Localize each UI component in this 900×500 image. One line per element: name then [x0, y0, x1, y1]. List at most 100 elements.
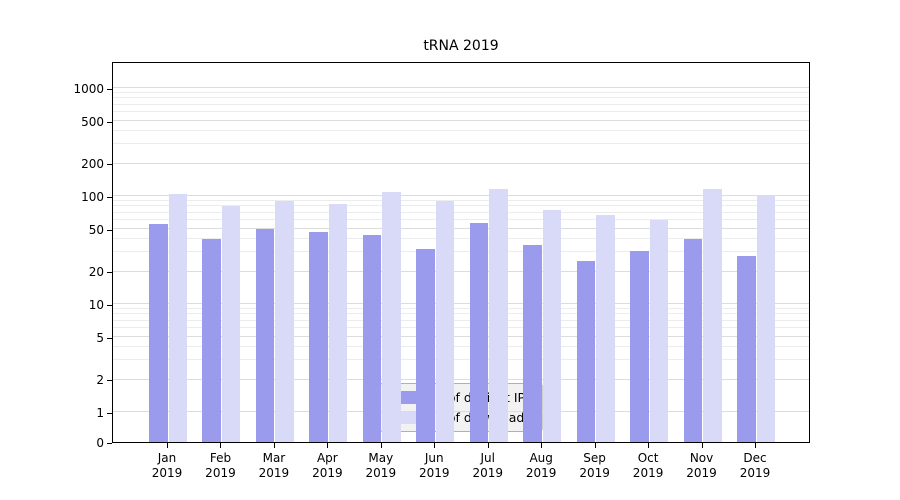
legend-entry: Nb of distinct IPs	[388, 390, 531, 405]
gridline-minor	[113, 345, 809, 347]
x-axis-tick-mark	[755, 443, 756, 448]
x-axis-tick-label: Dec 2019	[739, 451, 771, 480]
x-axis-tick-mark	[327, 443, 329, 448]
x-axis-tick-label: Mar 2019	[258, 451, 290, 480]
y-axis-tick-mark	[107, 413, 112, 414]
gridline-major	[113, 87, 809, 88]
gridline-minor	[113, 218, 809, 220]
gridline-minor	[113, 199, 809, 201]
gridline-major	[113, 270, 809, 272]
x-axis-tick-label: May 2019	[365, 451, 397, 480]
gridline-minor	[113, 91, 809, 93]
bar-downloads	[489, 189, 508, 442]
bar-distinct-ips	[149, 224, 168, 442]
gridline-major	[113, 411, 809, 412]
bar-downloads	[596, 214, 615, 442]
gridline-minor	[113, 129, 809, 131]
bar-distinct-ips	[362, 234, 382, 442]
gridline-minor	[113, 359, 809, 361]
bar-downloads	[275, 200, 294, 442]
x-axis-tick-mark	[220, 443, 222, 448]
y-axis-tick-label: 1000	[73, 82, 104, 96]
gridline-major	[113, 378, 809, 380]
bar-downloads	[221, 206, 241, 442]
gridline-minor	[113, 237, 809, 239]
x-axis-tick-mark	[594, 443, 596, 448]
y-axis-tick-mark	[107, 337, 112, 339]
gridline-major	[113, 119, 809, 121]
y-axis-tick-mark	[107, 164, 112, 166]
x-axis-tick-mark	[701, 443, 703, 448]
gridline-minor	[113, 143, 809, 145]
legend: Nb of distinct IPs Nb of downloads	[379, 383, 543, 432]
x-axis-tick-mark	[487, 443, 489, 448]
y-axis-tick-mark	[107, 305, 112, 306]
y-axis-tick-label: 500	[81, 114, 104, 129]
gridline-minor	[113, 313, 809, 315]
bar-downloads	[703, 189, 722, 442]
gridline-major	[113, 227, 809, 229]
y-axis-tick-label: 20	[88, 265, 104, 280]
bar-downloads	[382, 191, 401, 442]
gridline-minor	[113, 251, 809, 253]
y-axis-tick-label: 0	[96, 436, 104, 450]
y-axis-tick-mark	[107, 229, 112, 231]
y-axis-tick-mark	[107, 272, 112, 274]
y-axis-tick-label: 100	[81, 190, 104, 204]
gridline-major	[113, 195, 809, 196]
bar-downloads	[168, 193, 187, 442]
bar-downloads	[328, 203, 348, 442]
gridline-minor	[113, 110, 809, 112]
bar-distinct-ips	[630, 250, 649, 442]
gridline-minor	[113, 205, 809, 207]
y-axis-tick-label: 10	[88, 298, 104, 312]
y-axis-tick-mark	[107, 197, 112, 198]
x-axis-tick-mark	[434, 443, 436, 448]
x-axis-tick-mark	[541, 443, 543, 448]
gridline-minor	[113, 97, 809, 99]
y-axis-tick-mark	[107, 121, 112, 123]
bar-distinct-ips	[469, 223, 489, 442]
gridline-minor	[113, 307, 809, 309]
bar-downloads	[542, 209, 562, 442]
gridline-major	[113, 335, 809, 337]
x-axis-tick-label: Jul 2019	[472, 451, 503, 480]
y-axis-tick-mark	[107, 380, 112, 382]
gridline-major	[113, 303, 809, 304]
x-axis-tick-label: Jan 2019	[151, 451, 183, 480]
x-axis-tick-label: Oct 2019	[632, 451, 664, 480]
chart-title: tRNA 2019	[423, 38, 499, 54]
gridline-minor	[113, 211, 809, 213]
bar-downloads	[649, 219, 669, 442]
gridline-minor	[113, 103, 809, 105]
x-axis-tick-label: Aug 2019	[525, 451, 557, 480]
x-axis-tick-label: Jun 2019	[418, 451, 450, 480]
gridline-minor	[113, 319, 809, 321]
bar-distinct-ips	[202, 238, 221, 442]
x-axis-tick-label: Nov 2019	[686, 451, 717, 480]
bar-distinct-ips	[737, 255, 756, 442]
gridline-major	[113, 162, 809, 164]
legend-entry: Nb of downloads	[388, 410, 532, 425]
bar-distinct-ips	[416, 249, 435, 442]
bar-distinct-ips	[309, 232, 328, 442]
x-axis-tick-mark	[167, 443, 168, 448]
x-axis-tick-label: Sep 2019	[579, 451, 610, 480]
bar-distinct-ips	[255, 228, 275, 442]
x-axis-tick-mark	[380, 443, 382, 448]
bar-distinct-ips	[683, 238, 703, 442]
y-axis-tick-label: 5	[96, 330, 104, 345]
y-axis-tick-label: 200	[81, 157, 104, 172]
x-axis-tick-label: Feb 2019	[205, 451, 236, 480]
gridline-minor	[113, 326, 809, 328]
y-axis-tick-label: 2	[96, 373, 104, 388]
bar-distinct-ips	[576, 261, 596, 442]
y-axis-tick-label: 50	[88, 222, 104, 237]
x-axis-tick-mark	[648, 443, 650, 448]
y-axis-tick-label: 1	[96, 406, 104, 420]
bar-downloads	[756, 194, 775, 442]
y-axis-tick-mark	[107, 443, 112, 444]
bar-downloads	[435, 200, 455, 442]
x-axis-tick-label: Apr 2019	[312, 451, 343, 480]
